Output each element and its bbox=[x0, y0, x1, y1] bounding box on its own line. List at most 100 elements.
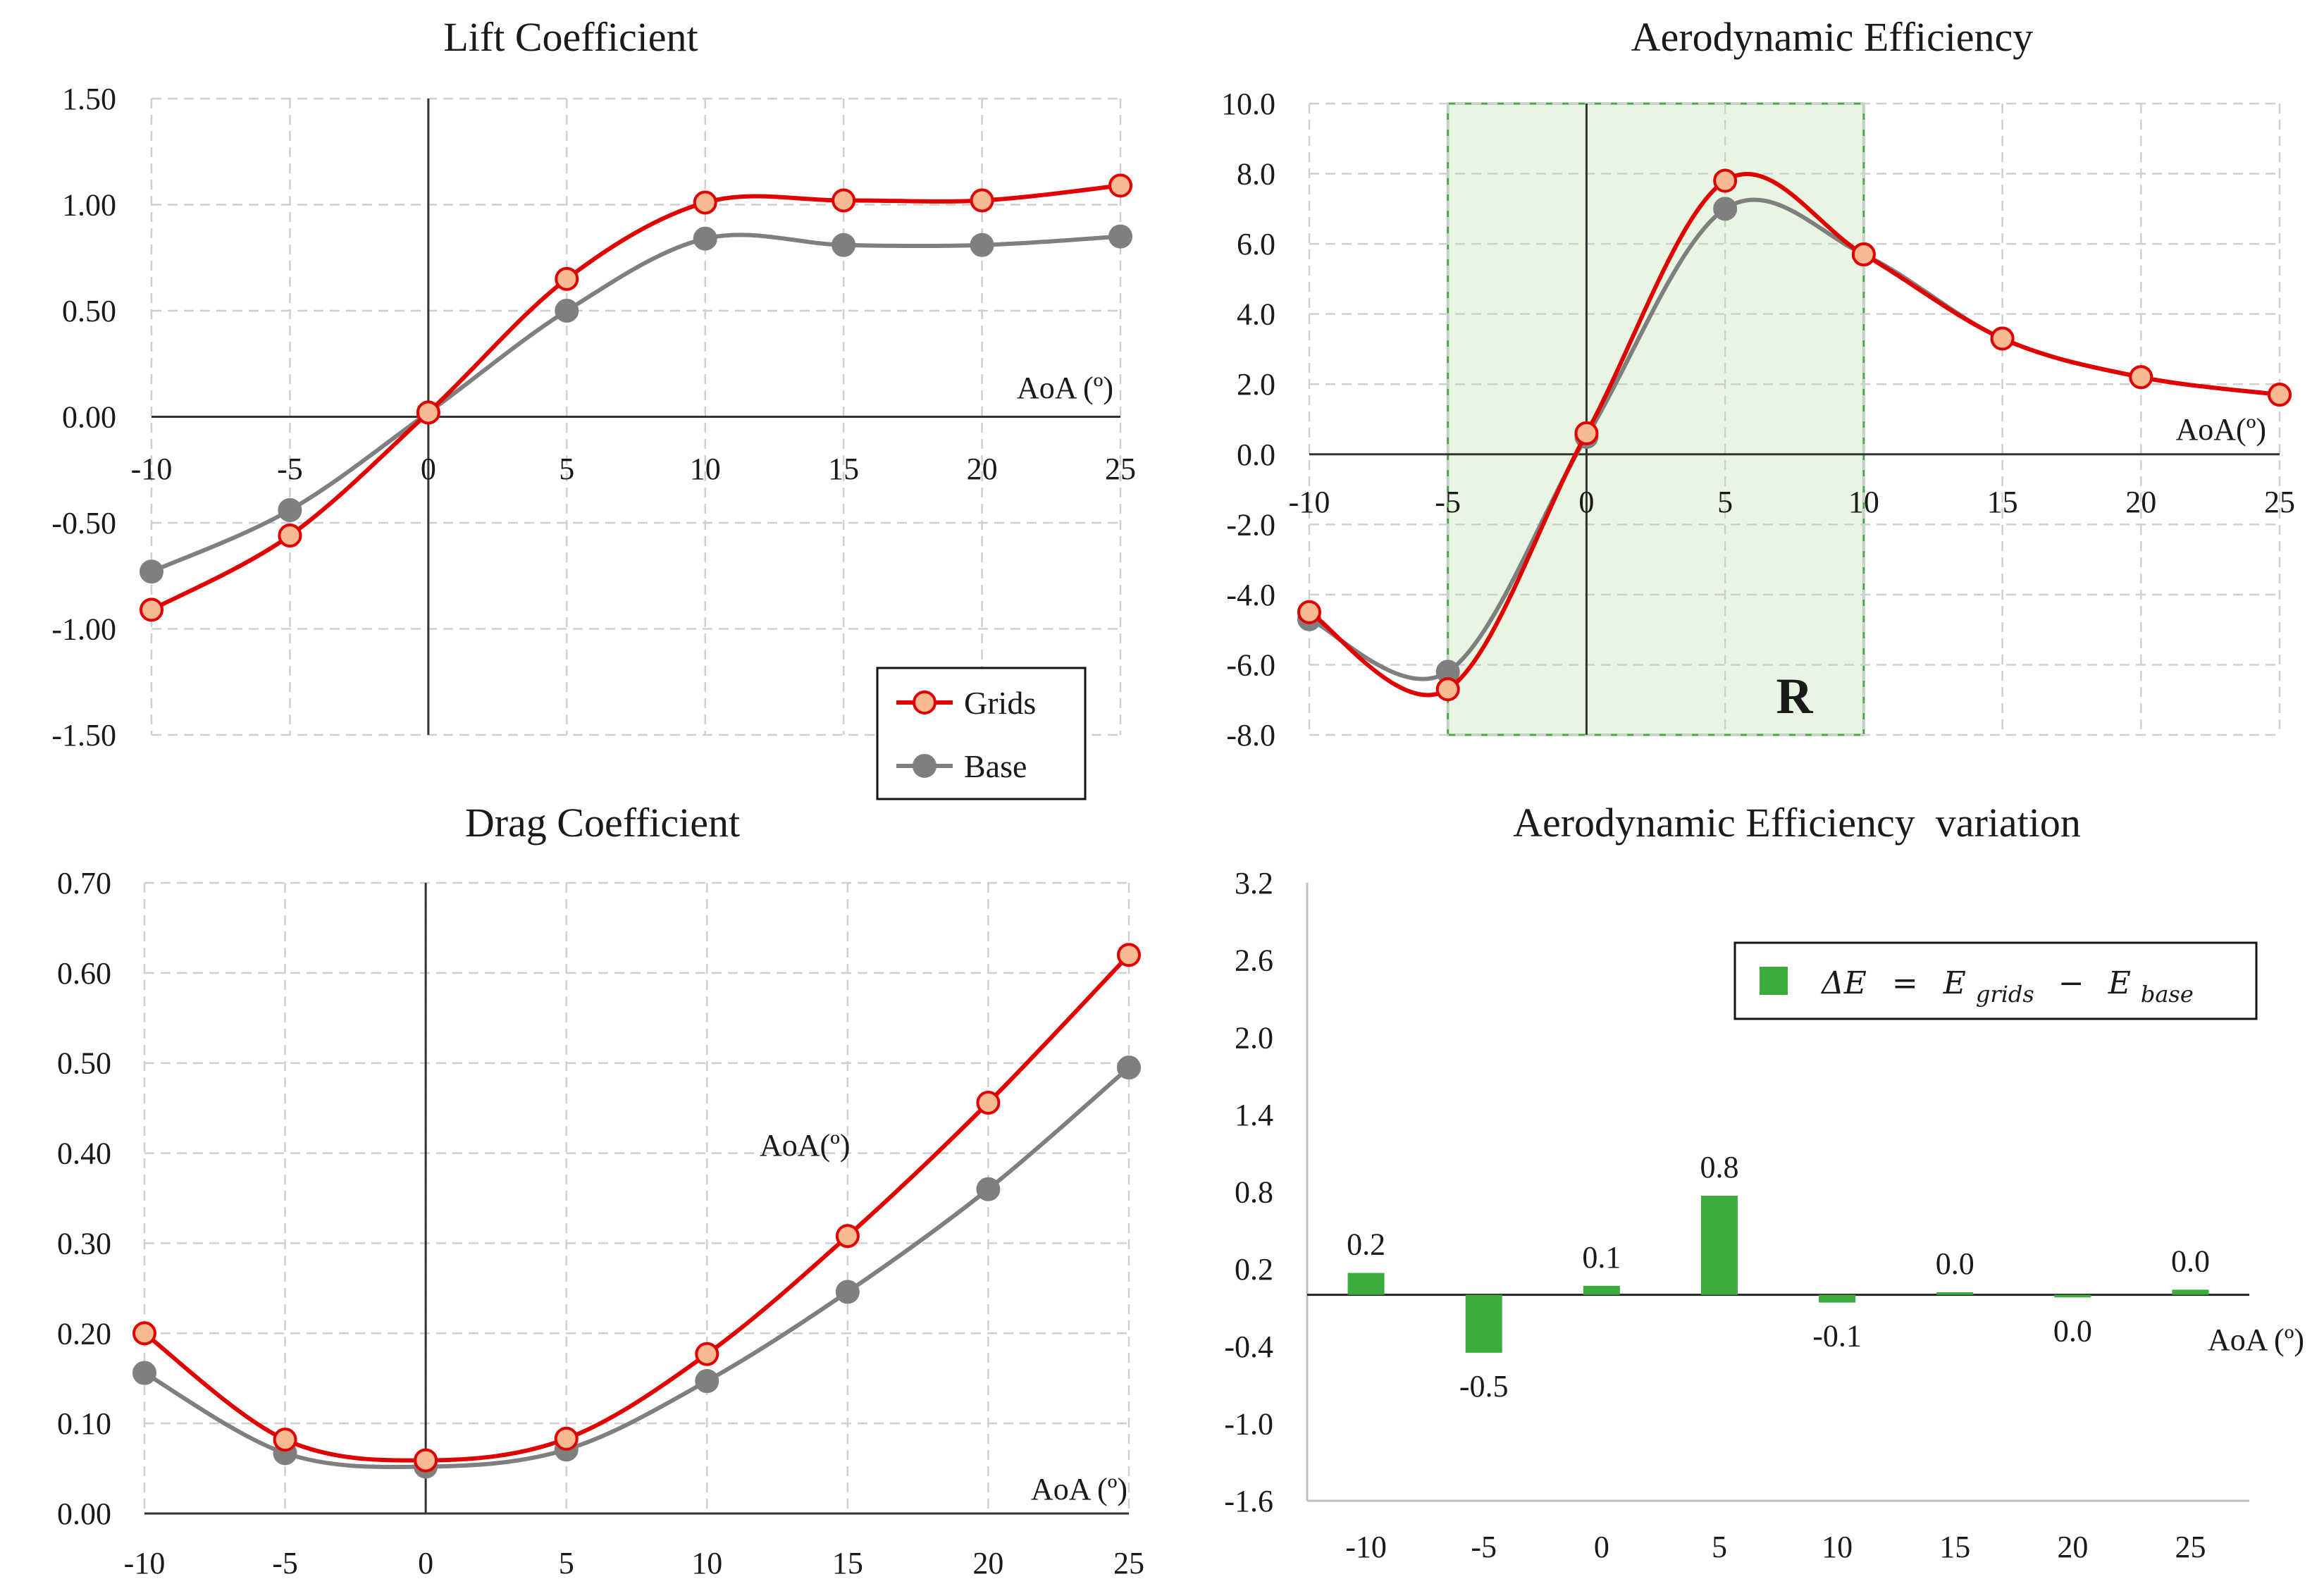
y-tick-label: 8.0 bbox=[1237, 157, 1275, 192]
y-tick-label: -1.00 bbox=[51, 612, 116, 647]
bar-data-label: 0.2 bbox=[1347, 1227, 1385, 1262]
grids-data-point bbox=[1990, 326, 2015, 351]
grids-data-point bbox=[554, 1426, 579, 1451]
variation-x-axis-label: AoA (º) bbox=[2208, 1323, 2304, 1357]
base-data-point bbox=[278, 497, 302, 522]
grids-data-point bbox=[835, 1224, 860, 1249]
x-tick-label: -10 bbox=[1345, 1530, 1387, 1564]
base-data-point bbox=[976, 1177, 1001, 1201]
grids-data-point bbox=[1713, 168, 1738, 193]
base-data-point bbox=[555, 299, 579, 323]
base-data-point bbox=[140, 559, 163, 584]
x-tick-label: -5 bbox=[1435, 485, 1461, 519]
variation-bar bbox=[2054, 1294, 2091, 1298]
x-tick-label: -10 bbox=[124, 1546, 166, 1580]
y-tick-label: 0.00 bbox=[57, 1497, 111, 1531]
legend-base-marker bbox=[913, 754, 937, 778]
aerodynamic-efficiency-chart: Aerodynamic Efficiency -8.0 -6.0 -4.0 -2.0 0… bbox=[1221, 14, 2295, 753]
x-tick-label: 0 bbox=[418, 1546, 433, 1580]
bar-data-label: 0.1 bbox=[1582, 1240, 1621, 1275]
grids-data-point bbox=[132, 1321, 156, 1346]
variation-bar bbox=[1819, 1294, 1856, 1303]
variation-x-tick-labels: -10 -5 0 5 10 15 20 25 bbox=[1345, 1530, 2206, 1564]
lift-chart-title: Lift Coefficient bbox=[443, 14, 698, 60]
y-tick-label: 0.0 bbox=[1237, 438, 1275, 472]
grids-series-line bbox=[1308, 172, 2280, 698]
drag-y-tick-labels: 0.00 0.10 0.20 0.30 0.40 0.50 0.60 0.70 bbox=[57, 866, 111, 1531]
y-tick-label: 0.30 bbox=[57, 1226, 111, 1261]
x-tick-label: 25 bbox=[1105, 452, 1136, 486]
legend-grids-marker bbox=[913, 691, 937, 714]
x-tick-label: 25 bbox=[2264, 485, 2295, 519]
grids-data-point bbox=[832, 188, 856, 213]
variation-y-tick-labels: -1.6 -1.0 -0.4 0.2 0.8 1.4 2.0 2.6 3.2 bbox=[1224, 866, 1273, 1518]
bar-data-label: -0.1 bbox=[1812, 1319, 1862, 1354]
grids-data-point bbox=[1117, 943, 1141, 967]
y-tick-label: 1.4 bbox=[1235, 1098, 1273, 1132]
grids-data-point bbox=[140, 598, 163, 622]
grids-data-point bbox=[1851, 242, 1876, 267]
bar-data-label: 0.8 bbox=[1700, 1150, 1738, 1184]
x-tick-label: -5 bbox=[277, 452, 303, 486]
base-data-point bbox=[835, 1280, 860, 1304]
variation-legend: ΔE = E grids − E base bbox=[1733, 941, 2258, 1020]
x-tick-label: 25 bbox=[2175, 1530, 2206, 1564]
y-tick-label: 0.2 bbox=[1235, 1252, 1273, 1287]
x-tick-label: 0 bbox=[1594, 1530, 1609, 1564]
variation-bar bbox=[1465, 1294, 1502, 1353]
variation-bar bbox=[1583, 1285, 1620, 1295]
variation-legend-swatch bbox=[1760, 967, 1788, 995]
lift-series bbox=[140, 173, 1132, 622]
y-tick-label: -2.0 bbox=[1226, 507, 1275, 542]
variation-legend-formula: ΔE = E grids − E base bbox=[1820, 965, 2194, 1010]
base-series-line bbox=[150, 233, 1121, 574]
base-data-point bbox=[693, 226, 717, 251]
grids-series-line bbox=[143, 953, 1131, 1463]
base-data-point bbox=[1108, 224, 1132, 249]
y-tick-label: 6.0 bbox=[1237, 227, 1275, 261]
efficiency-x-tick-labels: -10 -5 0 5 10 15 20 25 bbox=[1289, 485, 2295, 519]
grids-data-point bbox=[555, 266, 579, 291]
base-data-point bbox=[695, 1369, 719, 1394]
grids-data-point bbox=[695, 1342, 719, 1366]
variation-axes bbox=[1306, 883, 2249, 1502]
x-tick-label: 15 bbox=[1987, 485, 2018, 519]
x-tick-label: -10 bbox=[1289, 485, 1330, 519]
variation-bar bbox=[1936, 1292, 1974, 1295]
variation-bar bbox=[2172, 1289, 2209, 1295]
y-tick-label: 0.60 bbox=[57, 956, 111, 991]
shaded-region-rect bbox=[1447, 102, 1865, 736]
x-tick-label: -5 bbox=[1471, 1530, 1497, 1564]
x-tick-label: 0 bbox=[421, 452, 436, 486]
drag-x-axis-label: AoA (º) bbox=[1031, 1472, 1127, 1506]
region-r-label: R bbox=[1776, 668, 1814, 724]
base-data-point bbox=[132, 1361, 156, 1385]
lift-legend: Grids Base bbox=[876, 667, 1087, 800]
variation-legend-box bbox=[1733, 941, 2258, 1020]
lift-y-tick-labels: -1.50 -1.00 -0.50 0.00 0.50 1.00 1.50 bbox=[51, 82, 116, 753]
grids-data-point bbox=[1297, 600, 1321, 624]
legend-equals: = bbox=[1892, 965, 1918, 1001]
efficiency-axes bbox=[1309, 104, 2280, 735]
y-tick-label: -1.6 bbox=[1224, 1484, 1273, 1518]
x-tick-label: 10 bbox=[1822, 1530, 1853, 1564]
efficiency-y-tick-labels: -8.0 -6.0 -4.0 -2.0 0.0 2.0 4.0 6.0 8.0 10.0 bbox=[1221, 87, 1275, 753]
variation-bar bbox=[1700, 1195, 1738, 1295]
y-tick-label: 2.0 bbox=[1237, 367, 1275, 402]
legend-base-label: Base bbox=[964, 748, 1027, 784]
drag-series bbox=[132, 943, 1141, 1479]
y-tick-label: -0.50 bbox=[51, 506, 116, 540]
bar-data-label: -0.5 bbox=[1459, 1369, 1509, 1404]
base-series-line bbox=[143, 1065, 1130, 1469]
x-tick-label: 5 bbox=[559, 452, 574, 486]
bar-data-label: 0.0 bbox=[2171, 1244, 2210, 1278]
y-tick-label: 0.40 bbox=[57, 1137, 111, 1171]
efficiency-variation-chart: Aerodynamic Efficiency variation -1.6-1.… bbox=[1224, 800, 2304, 1564]
variation-data-labels: 0.2 -0.5 0.1 0.8 -0.1 0.0 0.0 0.0 bbox=[1347, 1150, 2210, 1404]
grids-data-point bbox=[976, 1090, 1001, 1115]
x-tick-label: 20 bbox=[2125, 485, 2156, 519]
lift-coefficient-chart: Lift Coefficient -1.50 -1.00 -0.50 0.00 0.50… bbox=[51, 14, 1136, 800]
lift-x-axis-label: AoA (º) bbox=[1017, 371, 1113, 405]
legend-e-base: E bbox=[2108, 965, 2131, 1001]
